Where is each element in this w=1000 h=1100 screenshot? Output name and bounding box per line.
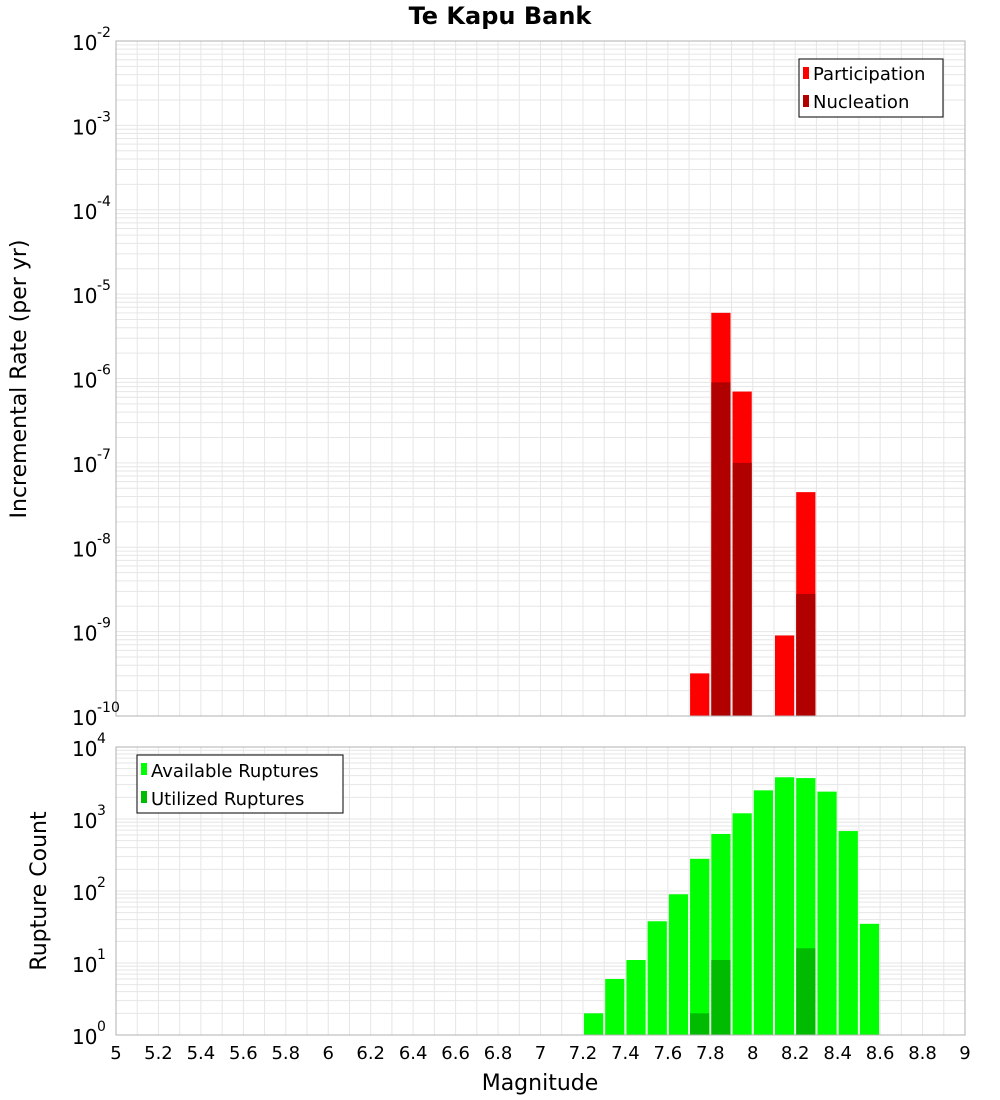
x-tick-label: 5.2 <box>144 1043 173 1064</box>
legend-swatch-utilized-ruptures <box>141 791 147 803</box>
rate-panel-legend: Participation Nucleation <box>798 58 944 118</box>
y-tick-label: 10 <box>72 369 97 393</box>
x-tick-label: 7.2 <box>569 1043 598 1064</box>
rate-panel-grid <box>115 41 966 717</box>
rate-panel-y-axis-label: Incremental Rate (per yr) <box>7 240 32 519</box>
x-tick-label: 5.4 <box>187 1043 216 1064</box>
y-tick-exponent: 1 <box>97 947 106 963</box>
x-tick-label: 5.8 <box>271 1043 300 1064</box>
legend-label-nucleation: Nucleation <box>813 92 909 113</box>
x-tick-label: 6.8 <box>484 1043 513 1064</box>
x-axis-label: Magnitude <box>482 1071 599 1096</box>
bar-utilized-ruptures <box>690 1013 710 1035</box>
bar-available-ruptures <box>732 813 752 1035</box>
bar-available-ruptures <box>817 791 837 1035</box>
bar-nucleation <box>796 593 816 716</box>
x-tick-label: 9 <box>959 1043 970 1064</box>
y-tick-label: 10 <box>72 881 97 905</box>
y-tick-label: 10 <box>72 31 97 55</box>
y-tick-exponent: -3 <box>97 109 111 125</box>
bar-available-ruptures <box>774 777 795 1035</box>
y-tick-label: 10 <box>72 953 97 977</box>
count-panel-bars <box>583 777 880 1035</box>
y-tick-label: 10 <box>72 284 97 308</box>
y-tick-label: 10 <box>72 200 97 224</box>
x-tick-label: 5.6 <box>229 1043 258 1064</box>
y-tick-exponent: -9 <box>97 616 111 632</box>
bar-nucleation <box>732 462 752 716</box>
count-panel-x-ticks: 5 5.2 5.4 5.6 5.8 6 6.2 6.4 6.6 6.8 7 7.2 7.4 7.6 7.8 8… <box>110 1043 970 1064</box>
x-tick-label: 5 <box>110 1043 121 1064</box>
x-tick-label: 7.4 <box>611 1043 640 1064</box>
bar-utilized-ruptures <box>711 960 731 1035</box>
count-panel-legend: Available Ruptures Utilized Ruptures <box>136 754 344 814</box>
x-tick-label: 8.4 <box>823 1043 852 1064</box>
x-tick-label: 8.6 <box>866 1043 895 1064</box>
y-tick-label: 10 <box>72 453 97 477</box>
x-tick-label: 7 <box>535 1043 546 1064</box>
bar-available-ruptures <box>753 790 773 1035</box>
rate-panel-frame <box>115 40 966 717</box>
legend-label-utilized-ruptures: Utilized Ruptures <box>151 789 304 810</box>
y-tick-label: 10 <box>72 1025 97 1049</box>
count-panel-y-axis-label: Rupture Count <box>27 811 52 971</box>
bar-available-ruptures <box>838 831 858 1035</box>
x-tick-label: 7.6 <box>654 1043 683 1064</box>
x-tick-label: 8.2 <box>781 1043 810 1064</box>
y-tick-exponent: 2 <box>97 875 106 891</box>
bar-nucleation <box>711 382 731 716</box>
x-tick-label: 7.8 <box>696 1043 725 1064</box>
y-tick-label: 10 <box>72 622 97 646</box>
legend-box <box>798 58 944 118</box>
y-tick-exponent: 3 <box>97 803 106 819</box>
y-tick-exponent: -4 <box>97 194 111 210</box>
legend-box <box>136 754 344 814</box>
y-tick-label: 10 <box>72 706 97 730</box>
rate-panel-bars <box>690 312 816 716</box>
bar-available-ruptures <box>690 858 710 1035</box>
bar-participation <box>690 673 710 716</box>
x-tick-label: 8.8 <box>908 1043 937 1064</box>
legend-label-available-ruptures: Available Ruptures <box>151 761 319 782</box>
bar-available-ruptures <box>859 923 880 1035</box>
y-tick-exponent: -8 <box>97 531 111 547</box>
chart-title: Te Kapu Bank <box>409 2 593 30</box>
x-tick-label: 6.4 <box>399 1043 428 1064</box>
y-tick-exponent: 0 <box>97 1019 106 1035</box>
y-tick-label: 10 <box>72 115 97 139</box>
y-tick-label: 10 <box>72 737 97 761</box>
bar-participation <box>774 635 795 716</box>
bar-utilized-ruptures <box>796 948 816 1035</box>
y-tick-exponent: -10 <box>97 700 120 716</box>
bar-available-ruptures <box>647 921 667 1035</box>
y-tick-label: 10 <box>72 537 97 561</box>
y-tick-exponent: -5 <box>97 278 111 294</box>
legend-swatch-available-ruptures <box>141 763 147 775</box>
y-tick-label: 10 <box>72 809 97 833</box>
y-tick-exponent: 4 <box>97 731 106 747</box>
bar-available-ruptures <box>605 978 625 1035</box>
x-tick-label: 8 <box>747 1043 758 1064</box>
y-tick-exponent: -6 <box>97 363 111 379</box>
x-tick-label: 6.6 <box>441 1043 470 1064</box>
bar-available-ruptures <box>668 894 689 1035</box>
legend-label-participation: Participation <box>813 64 925 85</box>
count-panel-frame <box>115 746 966 1036</box>
y-tick-exponent: -2 <box>97 25 111 41</box>
x-tick-label: 6 <box>323 1043 334 1064</box>
bar-available-ruptures <box>583 1013 604 1035</box>
bar-available-ruptures <box>626 960 646 1035</box>
legend-swatch-nucleation <box>803 95 809 107</box>
legend-swatch-participation <box>803 67 809 79</box>
y-tick-exponent: -7 <box>97 447 111 463</box>
x-tick-label: 6.2 <box>356 1043 385 1064</box>
